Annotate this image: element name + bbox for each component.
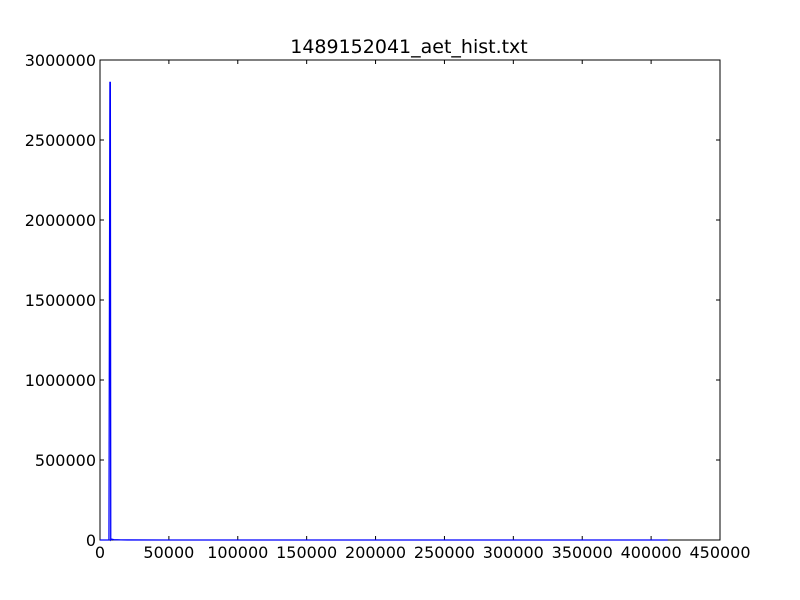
x-tick-label: 0 bbox=[95, 543, 105, 562]
y-tick-label: 2000000 bbox=[25, 211, 96, 230]
x-tick-label: 200000 bbox=[345, 543, 406, 562]
x-tick-label: 250000 bbox=[414, 543, 475, 562]
y-tick-labels: 0 500000 1000000 1500000 2000000 2500000 30000… bbox=[25, 51, 96, 550]
x-tick-label: 350000 bbox=[552, 543, 613, 562]
y-tick-label: 500000 bbox=[35, 451, 96, 470]
series-line bbox=[100, 81, 668, 542]
x-tick-label: 150000 bbox=[276, 543, 337, 562]
y-tick-label: 1500000 bbox=[25, 291, 96, 310]
x-tick-label: 100000 bbox=[207, 543, 268, 562]
chart-title: 1489152041_aet_hist.txt bbox=[290, 36, 528, 58]
x-tick-label: 400000 bbox=[621, 543, 682, 562]
y-tick-label: 2500000 bbox=[25, 131, 96, 150]
y-tick-label: 0 bbox=[86, 531, 96, 550]
series-layer bbox=[100, 81, 668, 542]
x-tick-label: 300000 bbox=[483, 543, 544, 562]
x-tick-label: 450000 bbox=[689, 543, 750, 562]
plot-frame bbox=[99, 59, 721, 541]
x-tick-label: 50000 bbox=[143, 543, 194, 562]
y-tick-label: 3000000 bbox=[25, 51, 96, 70]
axis-ticks bbox=[99, 59, 721, 541]
y-tick-label: 1000000 bbox=[25, 371, 96, 390]
x-tick-labels: 0 50000 100000 150000 200000 250000 300000 3500… bbox=[95, 543, 751, 562]
